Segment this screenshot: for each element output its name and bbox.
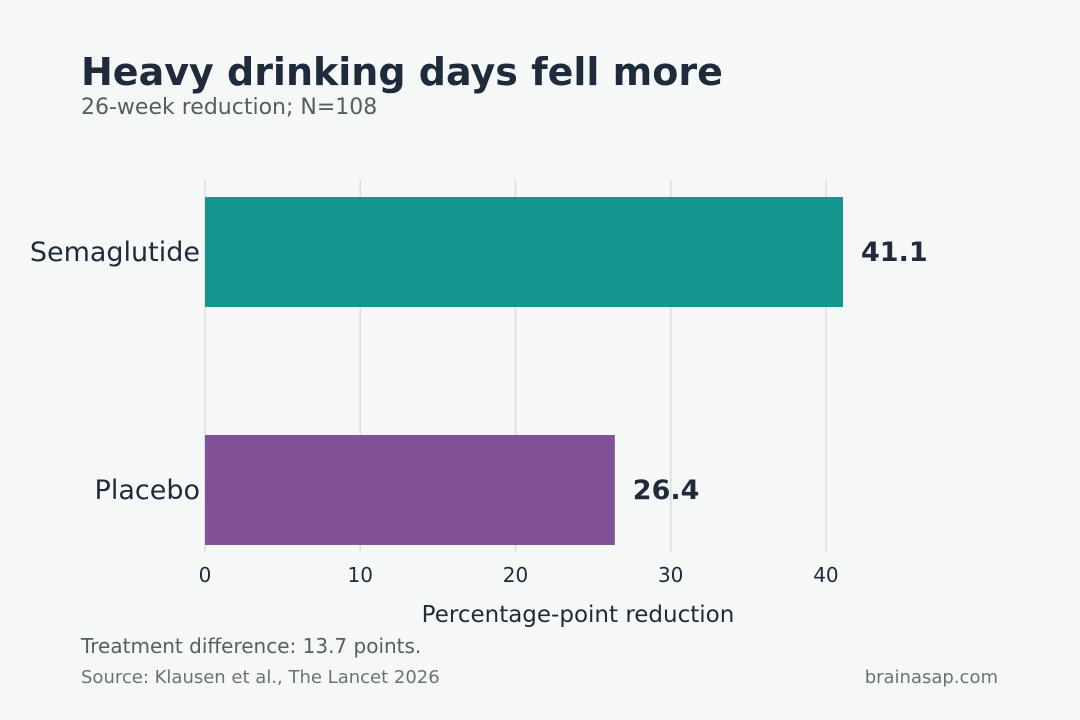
category-label: Semaglutide <box>30 237 200 268</box>
category-label: Placebo <box>95 475 200 506</box>
x-tick-label: 20 <box>503 563 528 587</box>
x-tick-label: 10 <box>348 563 373 587</box>
x-axis-label: Percentage-point reduction <box>422 602 735 628</box>
x-axis-ticks: 0 10 20 30 40 <box>199 563 839 587</box>
data-label: 41.1 <box>861 237 928 268</box>
bar-placebo <box>205 435 615 545</box>
x-tick-label: 40 <box>813 563 838 587</box>
brand-link[interactable]: brainasap.com <box>864 667 998 688</box>
chart-subtitle: 26-week reduction; N=108 <box>81 95 378 120</box>
data-label: 26.4 <box>633 475 700 506</box>
bars: Semaglutide 41.1 Placebo 26.4 <box>30 197 928 545</box>
x-tick-label: 30 <box>658 563 683 587</box>
bar-semaglutide <box>205 197 843 307</box>
x-tick-label: 0 <box>199 563 212 587</box>
chart-title: Heavy drinking days fell more <box>81 50 723 94</box>
source-credit: Source: Klausen et al., The Lancet 2026 <box>81 667 440 688</box>
footnote: Treatment difference: 13.7 points. <box>81 634 422 658</box>
